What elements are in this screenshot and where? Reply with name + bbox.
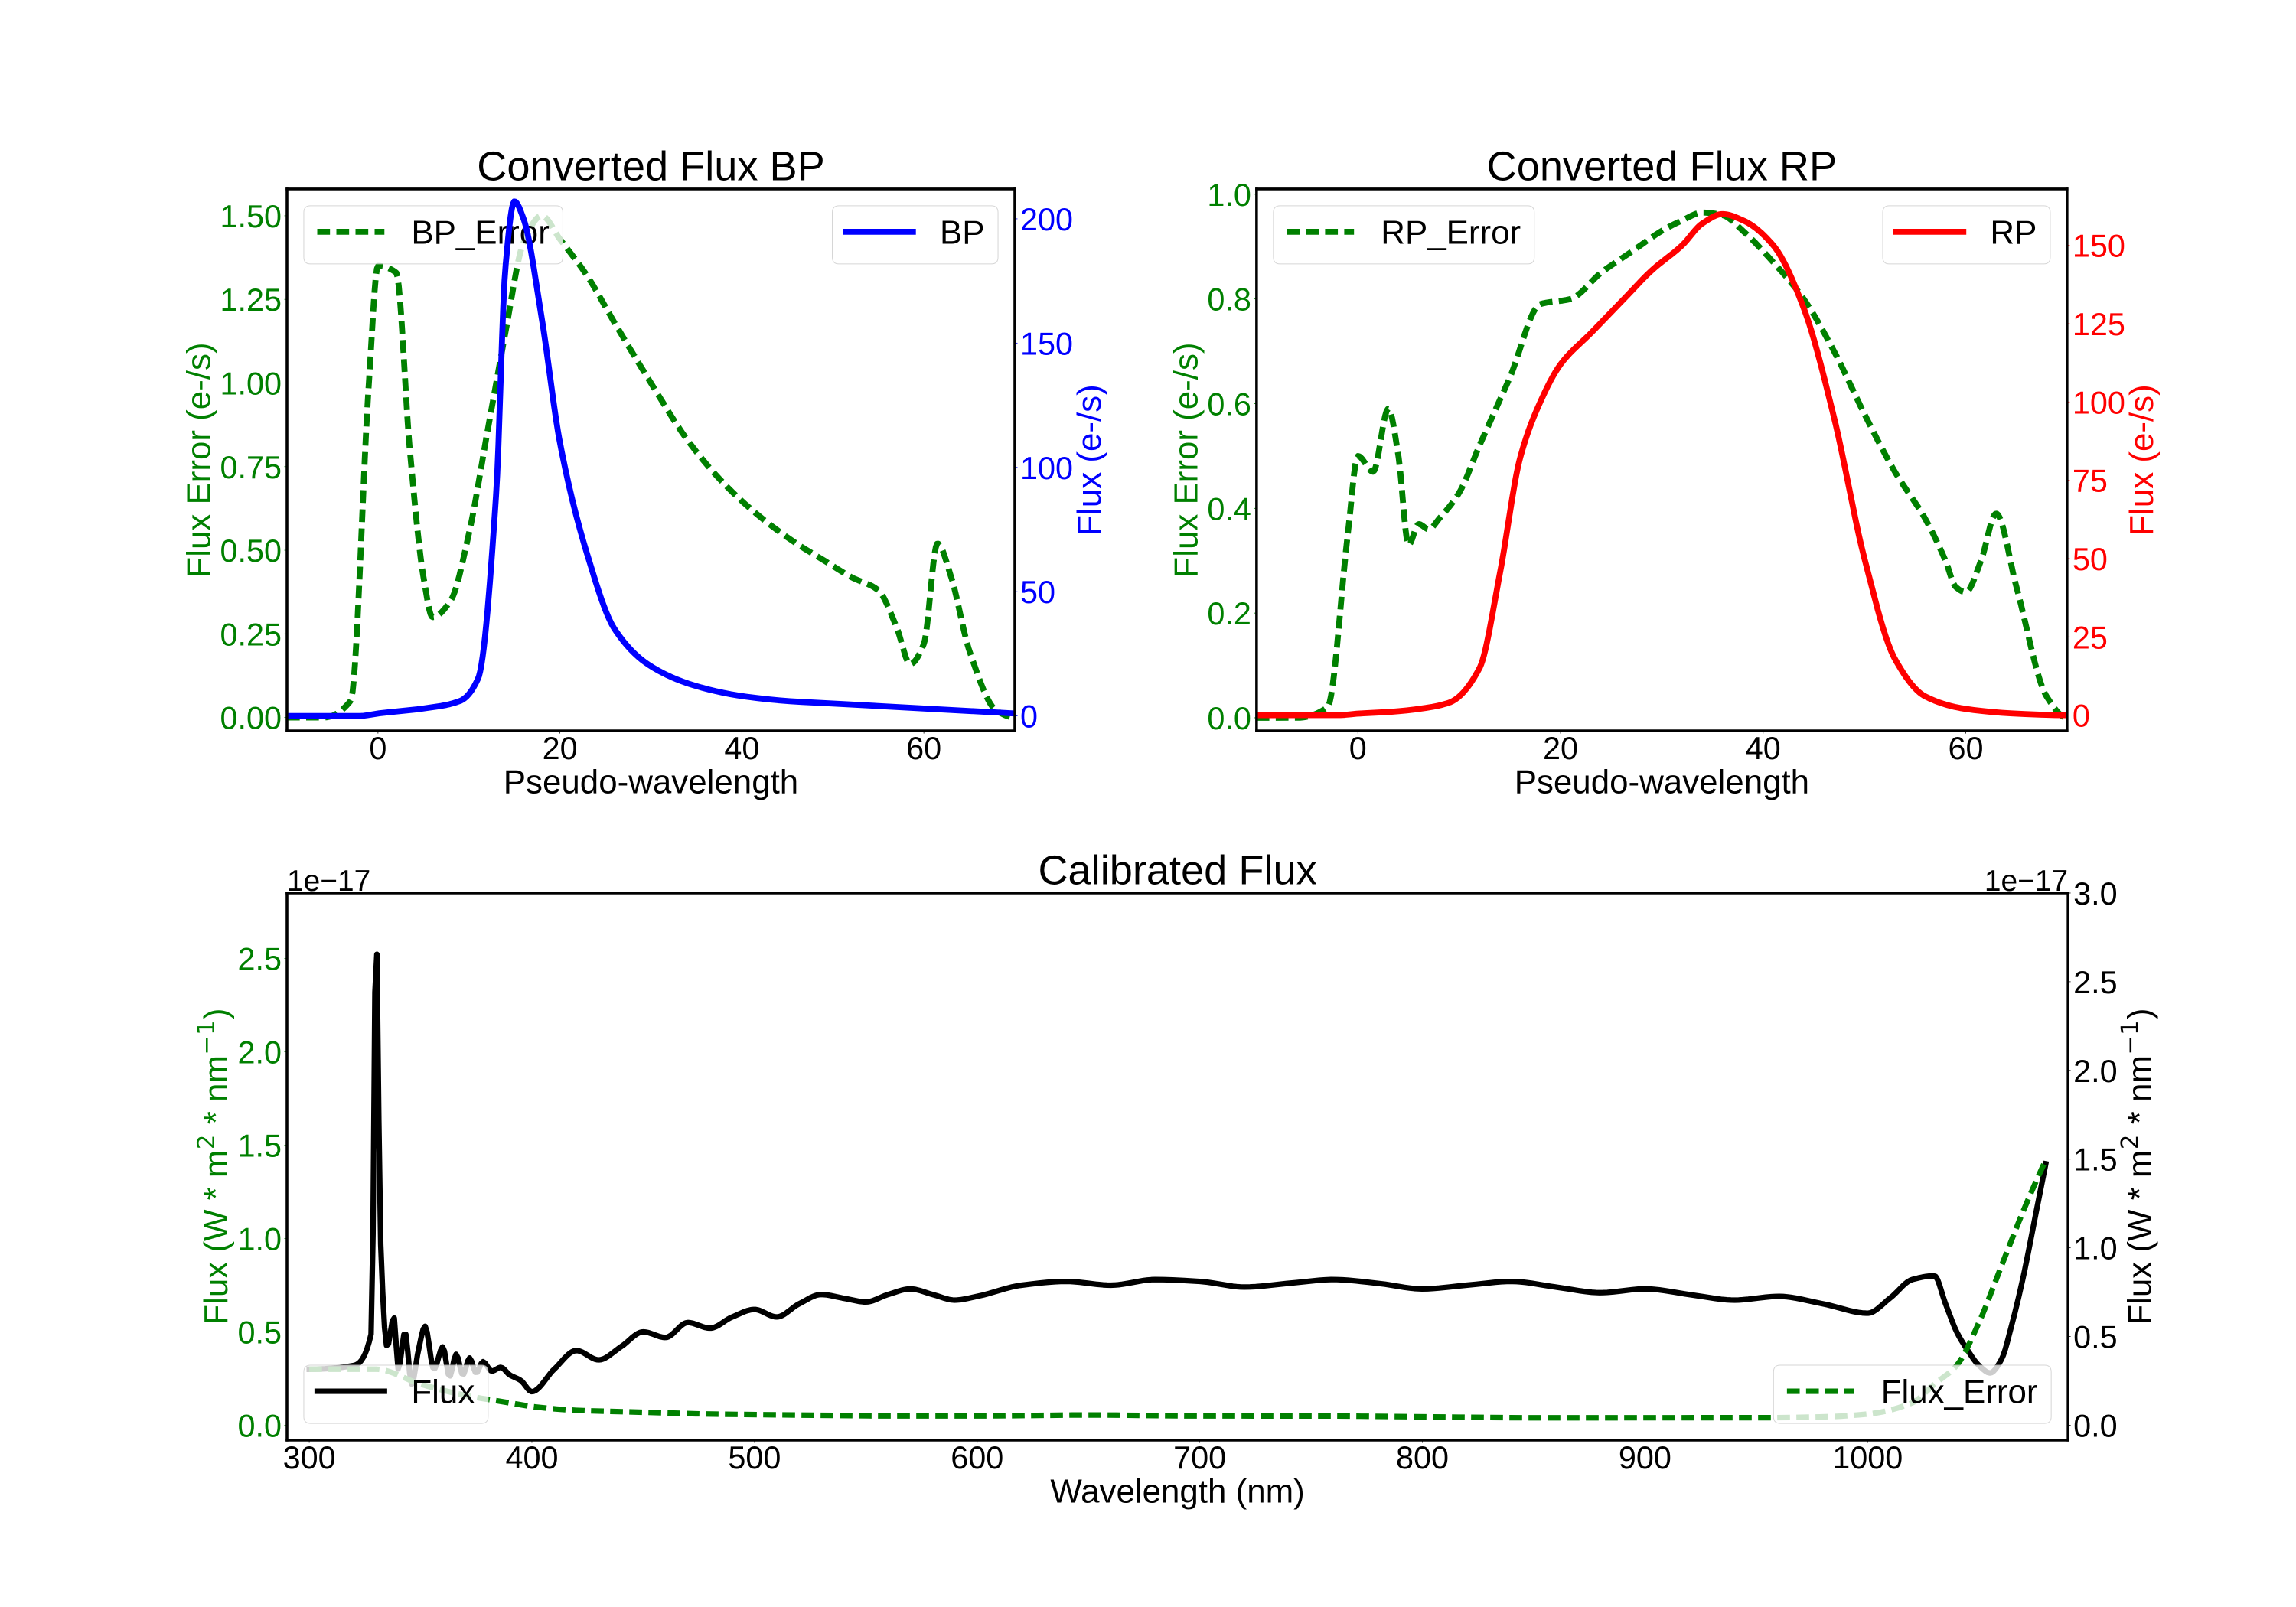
svg-text:1.5: 1.5	[237, 1128, 282, 1163]
svg-text:1.50: 1.50	[220, 199, 282, 234]
svg-text:1.0: 1.0	[2073, 1231, 2118, 1266]
svg-text:1.5: 1.5	[2073, 1143, 2118, 1178]
svg-text:700: 700	[1173, 1440, 1226, 1475]
svg-text:0.4: 0.4	[1207, 491, 1251, 526]
svg-text:0.2: 0.2	[1207, 596, 1251, 631]
svg-text:2.0: 2.0	[237, 1035, 282, 1070]
svg-text:200: 200	[1020, 202, 1073, 237]
svg-text:Wavelength (nm): Wavelength (nm)	[1050, 1472, 1304, 1510]
svg-text:500: 500	[728, 1440, 781, 1475]
svg-text:125: 125	[2073, 307, 2125, 342]
svg-text:900: 900	[1619, 1440, 1671, 1475]
svg-text:0.0: 0.0	[2073, 1408, 2118, 1443]
svg-text:0.5: 0.5	[237, 1315, 282, 1350]
svg-text:300: 300	[283, 1440, 336, 1475]
svg-text:600: 600	[951, 1440, 1003, 1475]
svg-text:Flux Error (e-/s): Flux Error (e-/s)	[1167, 342, 1205, 577]
svg-text:400: 400	[505, 1440, 558, 1475]
svg-text:0.8: 0.8	[1207, 282, 1251, 318]
svg-text:2.5: 2.5	[2073, 965, 2118, 1000]
svg-text:RP: RP	[1990, 214, 2037, 251]
svg-text:0.50: 0.50	[220, 533, 282, 569]
svg-text:0.75: 0.75	[220, 450, 282, 485]
svg-text:Flux: Flux	[411, 1373, 475, 1410]
svg-text:0: 0	[1020, 699, 1038, 735]
svg-text:Calibrated Flux: Calibrated Flux	[1038, 848, 1316, 894]
svg-text:2.0: 2.0	[2073, 1054, 2118, 1089]
svg-text:Pseudo-wavelength: Pseudo-wavelength	[504, 763, 798, 800]
svg-text:0.6: 0.6	[1207, 386, 1251, 422]
svg-text:3.0: 3.0	[2073, 876, 2118, 911]
svg-text:Flux_Error: Flux_Error	[1881, 1373, 2038, 1410]
svg-text:Flux Error (e-/s): Flux Error (e-/s)	[180, 342, 217, 577]
svg-text:Converted Flux BP: Converted Flux BP	[477, 144, 825, 190]
svg-text:RP_Error: RP_Error	[1381, 214, 1521, 251]
svg-text:50: 50	[1020, 575, 1055, 610]
svg-text:1.25: 1.25	[220, 282, 282, 318]
svg-text:50: 50	[2073, 542, 2108, 577]
svg-text:Flux (e-/s): Flux (e-/s)	[1071, 384, 1108, 535]
svg-text:40: 40	[1746, 731, 1781, 766]
svg-text:800: 800	[1396, 1440, 1449, 1475]
svg-text:0.0: 0.0	[237, 1408, 282, 1443]
svg-text:100: 100	[1020, 451, 1073, 486]
svg-text:F l u x: F l u x ( W * m * n m ) 2 − 1	[193, 1005, 235, 1325]
svg-text:150: 150	[1020, 326, 1073, 361]
svg-text:20: 20	[1543, 731, 1578, 766]
svg-text:75: 75	[2073, 464, 2108, 499]
svg-text:0: 0	[1349, 731, 1367, 766]
svg-text:Pseudo-wavelength: Pseudo-wavelength	[1515, 763, 1809, 800]
svg-text:1.0: 1.0	[237, 1221, 282, 1257]
svg-text:40: 40	[724, 731, 759, 766]
svg-text:60: 60	[906, 731, 941, 766]
svg-text:150: 150	[2073, 229, 2125, 264]
svg-text:2.5: 2.5	[237, 941, 282, 976]
svg-text:F l u x: F l u x ( W * m * n m ) 2 − 1	[2116, 1005, 2158, 1325]
svg-text:0.25: 0.25	[220, 617, 282, 652]
svg-text:0: 0	[2073, 699, 2090, 734]
svg-text:25: 25	[2073, 620, 2108, 655]
svg-text:0.00: 0.00	[220, 701, 282, 736]
svg-text:100: 100	[2073, 385, 2125, 420]
svg-text:1.0: 1.0	[1207, 178, 1251, 213]
svg-text:0: 0	[369, 731, 386, 766]
svg-text:20: 20	[543, 731, 578, 766]
svg-text:60: 60	[1949, 731, 1984, 766]
svg-text:Flux (e-/s): Flux (e-/s)	[2123, 384, 2161, 535]
svg-text:1000: 1000	[1832, 1440, 1903, 1475]
svg-text:Converted Flux RP: Converted Flux RP	[1487, 144, 1838, 190]
svg-text:BP: BP	[940, 214, 985, 251]
svg-text:0.0: 0.0	[1207, 701, 1251, 736]
svg-text:0.5: 0.5	[2073, 1320, 2118, 1355]
svg-text:1.00: 1.00	[220, 366, 282, 401]
